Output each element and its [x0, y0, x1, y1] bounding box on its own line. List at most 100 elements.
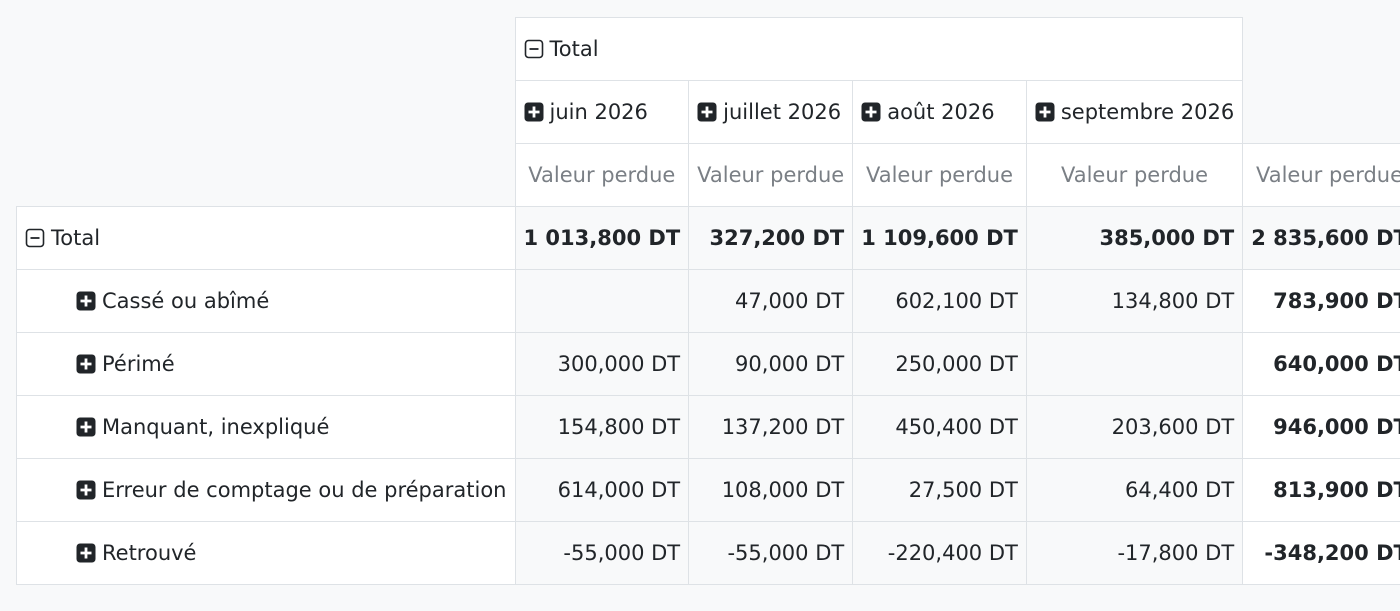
cell-value-text: 946,000 DT [1273, 415, 1400, 439]
total-value: 385,000 DT [1025, 206, 1244, 270]
total-value: 1 109,600 DT [852, 206, 1027, 270]
cell-value-text: 250,000 DT [895, 352, 1018, 376]
row-header[interactable]: Périmé [16, 332, 516, 396]
cell-value-text: -348,200 DT [1264, 541, 1400, 565]
measure-header-text: Valeur perdue [697, 163, 845, 187]
cell-value: 64,400 DT [1025, 458, 1244, 522]
cell-value-text: 27,500 DT [908, 478, 1018, 502]
row-header-text: Cassé ou abîmé [102, 289, 270, 313]
cell-value-text: 813,900 DT [1273, 478, 1400, 502]
column-header-text: août 2026 [887, 100, 995, 124]
cell-value-text: -55,000 DT [563, 541, 681, 565]
cell-value: -55,000 DT [688, 521, 854, 585]
corner-right [1243, 18, 1400, 144]
cell-value: 47,000 DT [688, 269, 854, 333]
expand-icon[interactable] [1035, 102, 1055, 122]
cell-value-text: 137,200 DT [721, 415, 845, 439]
cell-value: 154,800 DT [514, 395, 690, 459]
cell-value: -17,800 DT [1025, 521, 1244, 585]
measure-header: Valeur perdue [514, 143, 690, 207]
column-header-text: juin 2026 [549, 100, 648, 124]
table-row: Erreur de comptage ou de préparation 614,… [16, 458, 1400, 522]
cell-value-text: 108,000 DT [721, 478, 845, 502]
cell-value-text: 154,800 DT [557, 415, 681, 439]
expand-icon[interactable] [861, 102, 881, 122]
row-header-text: Retrouvé [102, 541, 197, 565]
collapse-icon[interactable] [524, 39, 544, 59]
row-total-header[interactable]: Total [16, 206, 516, 270]
corner [17, 18, 516, 207]
column-header[interactable]: septembre 2026 [1025, 80, 1244, 144]
cell-value-text: -55,000 DT [727, 541, 845, 565]
column-header[interactable]: juin 2026 [514, 80, 690, 144]
column-header[interactable]: juillet 2026 [688, 80, 854, 144]
cell-value: 250,000 DT [852, 332, 1027, 396]
cell-value: 134,800 DT [1025, 269, 1244, 333]
collapse-icon[interactable] [25, 228, 45, 248]
cell-value-text: 640,000 DT [1273, 352, 1400, 376]
cell-value-text: 450,400 DT [895, 415, 1018, 439]
expand-icon[interactable] [76, 291, 96, 311]
cell-value: 783,900 DT [1242, 269, 1400, 333]
table-row: Retrouvé -55,000 DT -55,000 DT -220,400 DT -… [16, 521, 1400, 585]
table-row: Total [17, 17, 1400, 81]
total-value: 1 013,800 DT [514, 206, 690, 270]
cell-value [1025, 332, 1244, 396]
cell-value: 27,500 DT [852, 458, 1027, 522]
cell-value-text: 90,000 DT [735, 352, 845, 376]
total-value: 327,200 DT [688, 206, 854, 270]
cell-value: 90,000 DT [688, 332, 854, 396]
total-value-text: 1 013,800 DT [523, 226, 681, 250]
expand-icon[interactable] [76, 354, 96, 374]
row-header[interactable]: Retrouvé [16, 521, 516, 585]
table-row: Périmé 300,000 DT 90,000 DT 250,000 DT 640,0… [16, 332, 1400, 396]
row-header[interactable]: Manquant, inexpliqué [16, 395, 516, 459]
measure-header-text: Valeur perdue [1060, 163, 1209, 187]
column-total-header[interactable]: Total [514, 17, 1244, 81]
cell-value-text: 47,000 DT [735, 289, 845, 313]
cell-value: -220,400 DT [852, 521, 1027, 585]
expand-icon[interactable] [76, 417, 96, 437]
cell-value-text: 300,000 DT [557, 352, 681, 376]
measure-header-text: Valeur perdue [865, 163, 1014, 187]
cell-value [514, 269, 690, 333]
cell-value-text: 203,600 DT [1111, 415, 1235, 439]
cell-value: 813,900 DT [1242, 458, 1400, 522]
total-value: 2 835,600 DT [1242, 206, 1400, 270]
column-header[interactable]: août 2026 [852, 80, 1027, 144]
total-value-text: 2 835,600 DT [1251, 226, 1400, 250]
measure-header-text: Valeur perdue [1255, 163, 1400, 187]
row-header[interactable]: Erreur de comptage ou de préparation [16, 458, 516, 522]
column-header-text: septembre 2026 [1060, 100, 1235, 124]
cell-value: -348,200 DT [1242, 521, 1400, 585]
pivot-table: Total juin 2026 juillet 2026 août 2026 septe… [16, 17, 1400, 585]
measure-header: Valeur perdue [852, 143, 1027, 207]
column-total-header-text: Total [549, 37, 599, 61]
expand-icon[interactable] [697, 102, 717, 122]
cell-value: 614,000 DT [514, 458, 690, 522]
row-header-text: Périmé [102, 352, 175, 376]
cell-value-text: 64,400 DT [1125, 478, 1235, 502]
total-value-text: 1 109,600 DT [861, 226, 1018, 250]
cell-value-text: 614,000 DT [557, 478, 681, 502]
table-row: Manquant, inexpliqué 154,800 DT 137,200 DT… [16, 395, 1400, 459]
row-header-text: Manquant, inexpliqué [102, 415, 330, 439]
cell-value: 640,000 DT [1242, 332, 1400, 396]
cell-value-text: 783,900 DT [1273, 289, 1400, 313]
expand-icon[interactable] [76, 480, 96, 500]
measure-header: Valeur perdue [688, 143, 854, 207]
cell-value-text: 602,100 DT [895, 289, 1018, 313]
expand-icon[interactable] [76, 543, 96, 563]
row-header-text: Erreur de comptage ou de préparation [102, 478, 507, 502]
cell-value-text: -220,400 DT [887, 541, 1018, 565]
cell-value: 137,200 DT [688, 395, 854, 459]
cell-value-text: 134,800 DT [1111, 289, 1235, 313]
expand-icon[interactable] [524, 102, 544, 122]
cell-value: 108,000 DT [688, 458, 854, 522]
cell-value: 450,400 DT [852, 395, 1027, 459]
measure-header: Valeur perdue [1242, 143, 1400, 207]
row-header[interactable]: Cassé ou abîmé [16, 269, 516, 333]
column-header-text: juillet 2026 [723, 100, 842, 124]
measure-header-text: Valeur perdue [528, 163, 676, 187]
